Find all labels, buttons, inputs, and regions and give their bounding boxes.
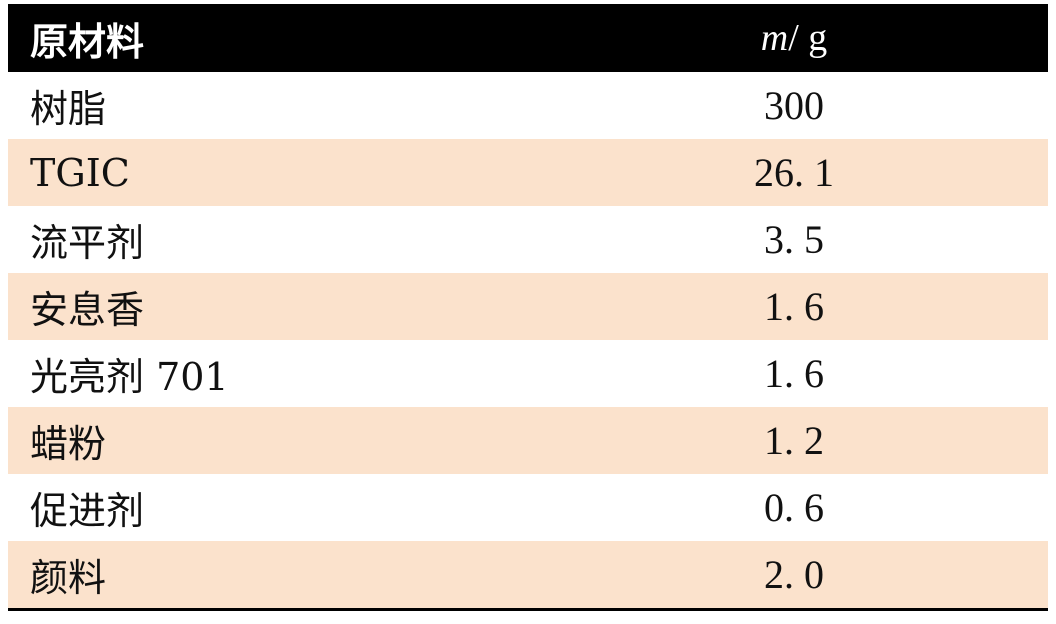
header-mass-symbol: m xyxy=(760,17,789,59)
material-cell: TGIC xyxy=(30,150,130,195)
material-cell: 安息香 xyxy=(30,288,145,332)
material-cell: 蜡粉 xyxy=(30,422,107,466)
materials-table: 原材料 m/ g 树脂 300 TGIC 26. 1 流平剂 3. 5 安息香 … xyxy=(8,4,1048,611)
header-mass: m/ g xyxy=(488,16,1048,60)
mass-cell: 1. 2 xyxy=(764,418,824,463)
table-row: 树脂 300 xyxy=(8,72,1048,139)
mass-cell: 1. 6 xyxy=(764,284,824,329)
header-mass-unit: / g xyxy=(788,17,828,59)
material-cell: 光亮剂 701 xyxy=(30,355,229,399)
table-header: 原材料 m/ g xyxy=(8,4,1048,72)
material-cell: 树脂 xyxy=(30,87,107,131)
table-row: 颜料 2. 0 xyxy=(8,541,1048,608)
material-cell: 流平剂 xyxy=(30,221,145,265)
material-cell: 颜料 xyxy=(30,556,107,600)
table-row: 促进剂 0. 6 xyxy=(8,474,1048,541)
material-cell: 促进剂 xyxy=(30,489,145,533)
mass-cell: 1. 6 xyxy=(764,351,824,396)
mass-cell: 3. 5 xyxy=(764,217,824,262)
table-row: 安息香 1. 6 xyxy=(8,273,1048,340)
mass-cell: 300 xyxy=(764,83,824,128)
mass-cell: 26. 1 xyxy=(754,150,834,195)
table-row: 蜡粉 1. 2 xyxy=(8,407,1048,474)
header-material: 原材料 xyxy=(30,19,145,64)
table-row: 流平剂 3. 5 xyxy=(8,206,1048,273)
table-row: TGIC 26. 1 xyxy=(8,139,1048,206)
mass-cell: 2. 0 xyxy=(764,552,824,597)
mass-cell: 0. 6 xyxy=(764,485,824,530)
bottom-rule xyxy=(8,608,1048,611)
table-row: 光亮剂 701 1. 6 xyxy=(8,340,1048,407)
